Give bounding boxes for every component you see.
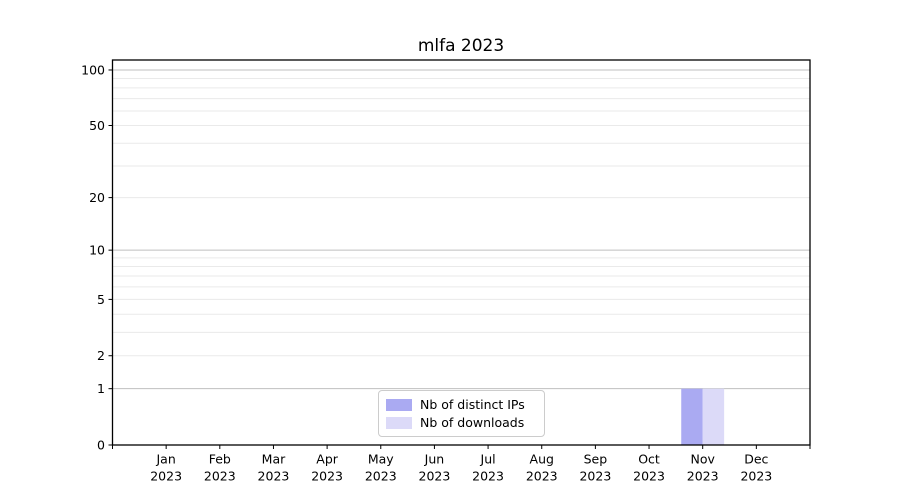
x-tick-label: Aug	[530, 452, 554, 467]
x-tick-label: 2023	[740, 469, 772, 484]
x-tick-label: 2023	[365, 469, 397, 484]
y-tick-label: 5	[97, 292, 105, 307]
legend: Nb of distinct IPs Nb of downloads	[378, 390, 545, 437]
x-tick-label: Jun	[424, 452, 445, 467]
x-tick-label: Mar	[262, 452, 286, 467]
x-tick-label: 2023	[204, 469, 236, 484]
legend-label-downloads: Nb of downloads	[420, 415, 525, 430]
bar-distinct-ips	[681, 388, 703, 445]
plot-border	[111, 59, 811, 446]
y-tick-label: 100	[81, 62, 105, 77]
y-tick-label: 50	[89, 118, 105, 133]
y-tick-label: 0	[97, 438, 105, 453]
x-tick-label: 2023	[311, 469, 343, 484]
x-tick-label: Oct	[638, 452, 660, 467]
x-tick-label: 2023	[633, 469, 665, 484]
x-tick-label: 2023	[419, 469, 451, 484]
x-tick-label: 2023	[258, 469, 290, 484]
x-tick-label: Apr	[316, 452, 338, 467]
legend-label-distinct-ips: Nb of distinct IPs	[420, 397, 525, 412]
y-tick-label: 10	[89, 243, 105, 258]
legend-swatch-downloads-icon	[386, 416, 412, 429]
legend-swatch-distinct-ips-icon	[386, 398, 412, 411]
y-tick-label: 1	[97, 381, 105, 396]
x-tick-label: 2023	[526, 469, 558, 484]
x-tick-label: 2023	[687, 469, 719, 484]
x-tick-label: May	[368, 452, 394, 467]
bar-downloads	[702, 388, 725, 445]
x-tick-label: 2023	[579, 469, 611, 484]
x-tick-label: Nov	[690, 452, 715, 467]
legend-item-downloads: Nb of downloads	[386, 415, 536, 430]
y-tick-label: 20	[89, 190, 105, 205]
x-tick-label: Jul	[480, 452, 496, 467]
x-tick-label: 2023	[150, 469, 182, 484]
x-tick-label: Feb	[209, 452, 231, 467]
x-tick-label: 2023	[472, 469, 504, 484]
chart-title: mlfa 2023	[417, 36, 505, 56]
x-tick-label: Dec	[744, 452, 768, 467]
x-tick-label: Sep	[584, 452, 608, 467]
y-tick-label: 2	[97, 348, 105, 363]
x-tick-label: Jan	[156, 452, 176, 467]
legend-item-distinct-ips: Nb of distinct IPs	[386, 397, 536, 412]
